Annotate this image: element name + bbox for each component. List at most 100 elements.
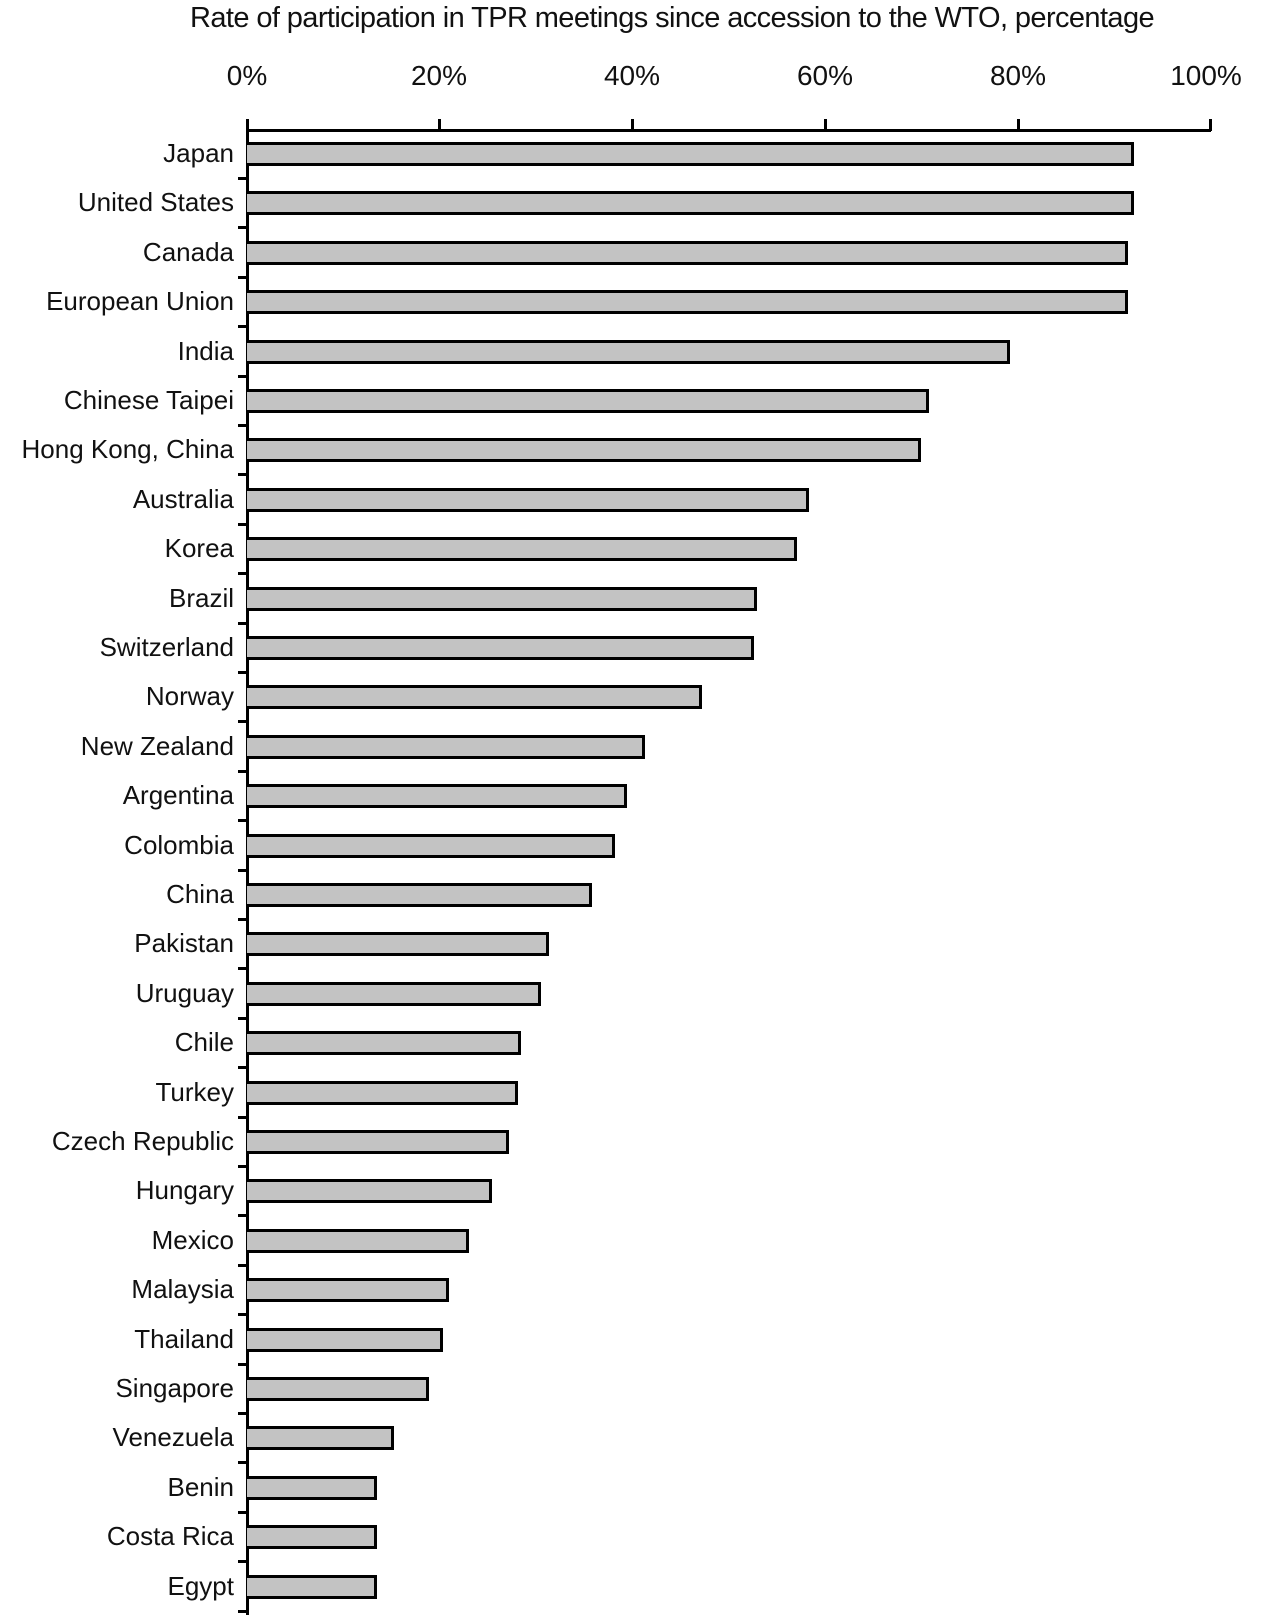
x-tick-label: 20% <box>410 60 468 91</box>
bar-row: Brazil <box>0 575 1269 625</box>
bar <box>247 389 929 413</box>
category-label: Egypt <box>167 1570 235 1601</box>
bar-row: Czech Republic <box>0 1118 1269 1168</box>
y-axis-tick <box>238 720 248 724</box>
bar <box>247 191 1134 216</box>
y-axis-tick <box>238 967 248 971</box>
bar <box>247 438 921 463</box>
bar-row: Australia <box>0 476 1269 526</box>
y-axis-tick <box>238 1165 248 1168</box>
y-axis-tick <box>238 1362 248 1366</box>
bar-row: Uruguay <box>0 970 1269 1020</box>
bar-row: Costa Rica <box>0 1513 1269 1564</box>
bar <box>247 981 541 1006</box>
bar-row: India <box>0 328 1269 378</box>
bar <box>247 1327 443 1352</box>
category-label: Benin <box>167 1471 235 1502</box>
y-axis-tick <box>238 819 248 823</box>
y-axis-tick <box>238 177 248 180</box>
bar <box>247 734 645 759</box>
y-axis-tick <box>238 1115 248 1119</box>
y-axis-tick <box>238 572 248 576</box>
bar <box>247 833 615 858</box>
category-label: Argentina <box>122 780 234 811</box>
category-label: Pakistan <box>134 928 234 959</box>
bar-row: Mexico <box>0 1217 1269 1267</box>
category-label: Japan <box>163 138 234 168</box>
category-label: Czech Republic <box>51 1126 234 1156</box>
x-tick-label: 40% <box>603 60 661 91</box>
y-axis-tick <box>238 275 248 279</box>
y-axis-tick <box>238 473 248 477</box>
bar <box>247 1179 492 1204</box>
bar <box>247 932 549 957</box>
bar <box>247 1426 394 1451</box>
bar-row: Norway <box>0 673 1269 724</box>
category-label: Colombia <box>124 829 234 860</box>
bar-row: Egypt <box>0 1563 1269 1613</box>
bar <box>247 784 627 809</box>
y-axis-tick <box>238 1510 248 1514</box>
category-label: Chile <box>174 1027 234 1058</box>
bar <box>247 1228 469 1253</box>
bar-row: New Zealand <box>0 723 1269 773</box>
category-label: China <box>166 879 234 909</box>
y-axis-line <box>246 121 249 1615</box>
category-label: Turkey <box>155 1076 235 1107</box>
bar-row: Pakistan <box>0 920 1269 971</box>
y-axis-tick <box>238 522 248 526</box>
bar-row: Canada <box>0 229 1269 279</box>
y-axis-tick <box>238 671 248 674</box>
bar-row: Hungary <box>0 1167 1269 1218</box>
x-axis-tick <box>631 119 634 131</box>
y-axis-tick <box>238 769 248 773</box>
chart-title: Rate of participation in TPR meetings si… <box>190 2 1155 34</box>
bar <box>247 1475 377 1500</box>
bar <box>247 1377 429 1401</box>
category-label: Brazil <box>168 582 234 613</box>
bar-row: United States <box>0 179 1269 230</box>
bar-row: Benin <box>0 1464 1269 1514</box>
y-axis-tick <box>238 1066 248 1070</box>
bar <box>247 1574 377 1599</box>
x-axis-tick-labels: 0% 20% 40% 60% 80% 100% <box>0 60 1269 100</box>
x-tick-label: 100% <box>1170 60 1242 91</box>
y-axis-tick <box>238 1461 248 1465</box>
y-axis-tick <box>238 424 248 427</box>
bar <box>247 586 757 611</box>
category-label: Malaysia <box>131 1274 234 1305</box>
x-axis-tick <box>438 119 441 131</box>
bar-row: Malaysia <box>0 1266 1269 1317</box>
y-axis-tick <box>238 325 248 329</box>
y-axis-tick <box>238 1609 248 1613</box>
category-label: European Union <box>46 286 234 317</box>
y-axis-tick <box>238 868 248 872</box>
category-label: Singapore <box>115 1373 234 1403</box>
bar <box>247 1278 449 1303</box>
x-tick-label: 0% <box>226 60 268 91</box>
y-axis-tick <box>238 1214 248 1218</box>
category-label: Norway <box>145 681 234 712</box>
category-label: Thailand <box>134 1323 234 1354</box>
bar <box>247 142 1134 166</box>
bar <box>247 636 754 660</box>
x-tick-label: 60% <box>796 60 854 91</box>
bar <box>247 1525 377 1550</box>
bar <box>247 1130 509 1154</box>
y-axis-tick <box>238 621 248 625</box>
bar <box>247 290 1128 315</box>
category-label: Uruguay <box>135 977 234 1008</box>
bar-row: Venezuela <box>0 1414 1269 1465</box>
x-tick-label: 80% <box>989 60 1047 91</box>
bar <box>247 487 809 512</box>
bar-row: Colombia <box>0 822 1269 872</box>
x-axis-tick <box>824 119 827 131</box>
category-label: Korea <box>164 533 234 564</box>
y-axis-tick <box>238 226 248 230</box>
category-label: New Zealand <box>80 730 234 761</box>
bar-row: Switzerland <box>0 624 1269 674</box>
y-axis-tick <box>238 374 248 378</box>
bar-row: Chinese Taipei <box>0 377 1269 427</box>
bar-row: Hong Kong, China <box>0 426 1269 477</box>
bar-row: Chile <box>0 1019 1269 1070</box>
